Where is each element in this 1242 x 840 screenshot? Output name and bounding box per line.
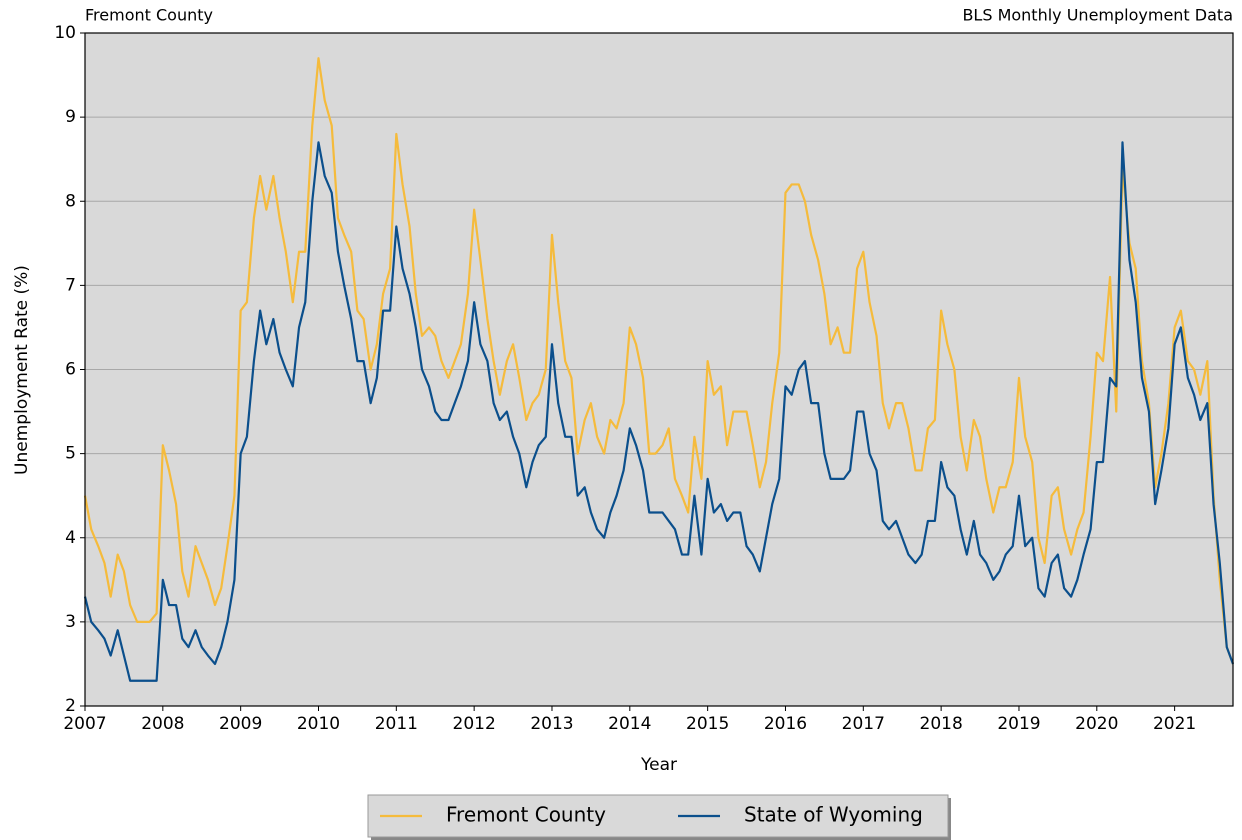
plot-frame [84,32,1234,707]
legend-box [367,794,949,838]
legend-label: Fremont County [446,803,606,827]
series-line [83,141,1235,682]
y-axis-label: Unemployment Rate (%) [12,265,32,475]
series-line [83,57,1235,665]
y-tick-label: 4 [65,528,76,548]
x-tick-label: 2010 [297,714,340,734]
y-tick-label: 8 [65,191,76,211]
legend-label: State of Wyoming [744,803,923,827]
x-tick-label: 2012 [453,714,496,734]
y-tick-label: 3 [65,612,76,632]
x-tick-label: 2020 [1075,714,1118,734]
y-tick-label: 5 [65,444,76,464]
y-tick-label: 7 [65,275,76,295]
chart-title-left: Fremont County [85,6,213,25]
x-tick-label: 2015 [686,714,729,734]
chart-title-right: BLS Monthly Unemployment Data [962,6,1233,25]
x-axis-label: Year [640,755,677,775]
y-tick-label: 10 [54,23,76,43]
y-tick-label: 9 [65,107,76,127]
x-tick-label: 2008 [141,714,184,734]
x-tick-label: 2021 [1153,714,1196,734]
x-tick-label: 2013 [530,714,573,734]
x-tick-label: 2017 [842,714,885,734]
x-tick-label: 2014 [608,714,651,734]
y-tick-label: 2 [65,696,76,716]
x-tick-label: 2018 [920,714,963,734]
x-tick-label: 2009 [219,714,262,734]
x-tick-label: 2011 [375,714,418,734]
x-tick-label: 2016 [764,714,807,734]
x-tick-label: 2007 [63,714,106,734]
y-tick-label: 6 [65,360,76,380]
x-tick-label: 2019 [997,714,1040,734]
